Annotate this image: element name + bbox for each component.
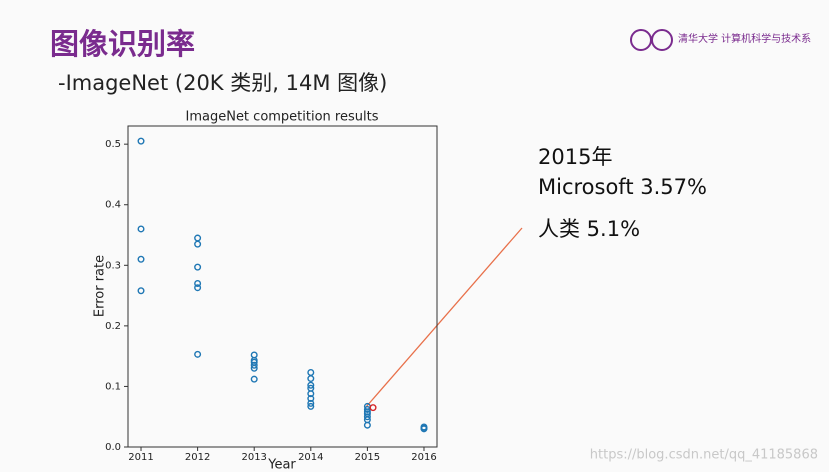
- y-tick-label: 0.0: [105, 442, 121, 453]
- chart-title: ImageNet competition results: [186, 110, 379, 125]
- data-point: [420, 425, 428, 433]
- logo-seal: [630, 29, 652, 51]
- x-tick-label: 2015: [355, 452, 380, 463]
- data-point: [194, 263, 202, 271]
- annotation-arrow: [365, 227, 523, 408]
- data-point: [307, 395, 315, 403]
- x-tick-label: 2013: [241, 452, 266, 463]
- data-point: [137, 137, 145, 145]
- x-tick-label: 2016: [411, 452, 436, 463]
- annotation: 人类 5.1%: [538, 217, 640, 241]
- data-point: [137, 255, 145, 263]
- annotation: 2015年: [538, 145, 612, 169]
- plot-frame: [127, 125, 438, 448]
- data-point: [194, 234, 202, 242]
- data-point: [194, 284, 202, 292]
- data-point: [369, 404, 377, 412]
- data-point: [307, 381, 315, 389]
- y-tick-label: 0.2: [105, 321, 121, 332]
- data-point: [363, 421, 371, 429]
- x-axis-label: Year: [267, 458, 296, 472]
- data-point: [307, 399, 315, 407]
- data-point: [363, 413, 371, 421]
- data-point: [194, 240, 202, 248]
- data-point: [194, 350, 202, 358]
- y-tick-label: 0.3: [105, 260, 121, 271]
- annotation: Microsoft 3.57%: [538, 175, 707, 199]
- data-point: [307, 390, 315, 398]
- y-axis-label: Error rate: [93, 255, 108, 317]
- y-tick-label: 0.1: [105, 381, 121, 392]
- y-tick-label: 0.5: [105, 139, 121, 150]
- logo-seal: [651, 29, 673, 51]
- data-point: [137, 225, 145, 233]
- slide-title: 图像识别率: [50, 27, 195, 61]
- x-tick-label: 2011: [128, 452, 153, 463]
- data-point: [194, 279, 202, 287]
- data-point: [137, 287, 145, 295]
- data-point: [307, 375, 315, 383]
- x-tick-label: 2014: [298, 452, 323, 463]
- data-point: [307, 402, 315, 410]
- data-point: [250, 361, 258, 369]
- y-tick-label: 0.4: [105, 200, 121, 211]
- logo-text: 清华大学 计算机科学与技术系: [678, 32, 811, 45]
- slide-subtitle: -ImageNet (20K 类别, 14M 图像): [58, 71, 387, 95]
- data-point: [250, 375, 258, 383]
- watermark: https://blog.csdn.net/qq_41185868: [590, 448, 818, 463]
- x-tick-label: 2012: [185, 452, 210, 463]
- data-point: [250, 364, 258, 372]
- data-point: [307, 369, 315, 377]
